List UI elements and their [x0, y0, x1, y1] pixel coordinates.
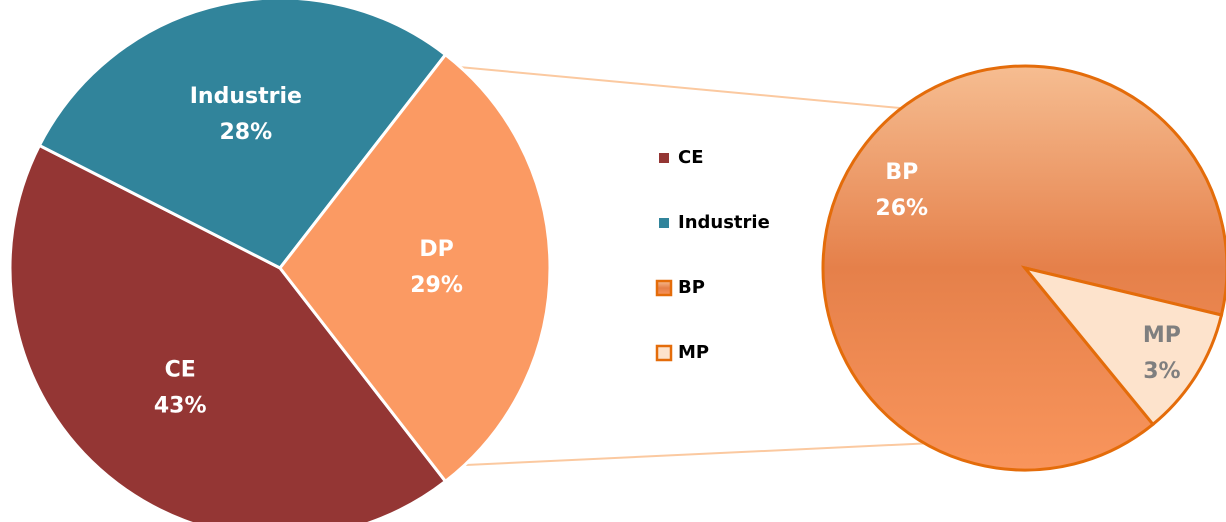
slice-label: CE [165, 358, 196, 383]
slice-value: 29% [410, 273, 463, 298]
pies: CE 43% Industrie 28% DP 29% BP 26% MP 3% [8, 0, 1226, 522]
slice-value: 28% [220, 120, 273, 145]
legend-label: CE [678, 147, 704, 168]
legend: CE Industrie BP MP [655, 147, 770, 363]
slice-label: MP [1143, 323, 1181, 348]
connector [447, 65, 901, 109]
connector [465, 441, 956, 466]
legend-label: BP [678, 277, 705, 298]
pie-slice [278, 52, 552, 484]
legend-label: MP [678, 342, 709, 363]
legend-swatch [659, 218, 669, 228]
pie-slice [37, 0, 448, 270]
legend-swatch [655, 344, 673, 362]
pie-slice [8, 143, 448, 522]
slice-value: 3% [1143, 359, 1180, 384]
legend-swatch [655, 279, 673, 297]
slice-label: BP [885, 160, 918, 185]
legend-label: Industrie [678, 212, 770, 233]
slice-value: 43% [154, 394, 207, 419]
slice-label: DP [419, 237, 453, 262]
pie-slice [1021, 265, 1224, 427]
slice-value: 26% [875, 196, 928, 221]
slice-label: Industrie [190, 84, 302, 109]
legend-swatch [659, 153, 669, 163]
